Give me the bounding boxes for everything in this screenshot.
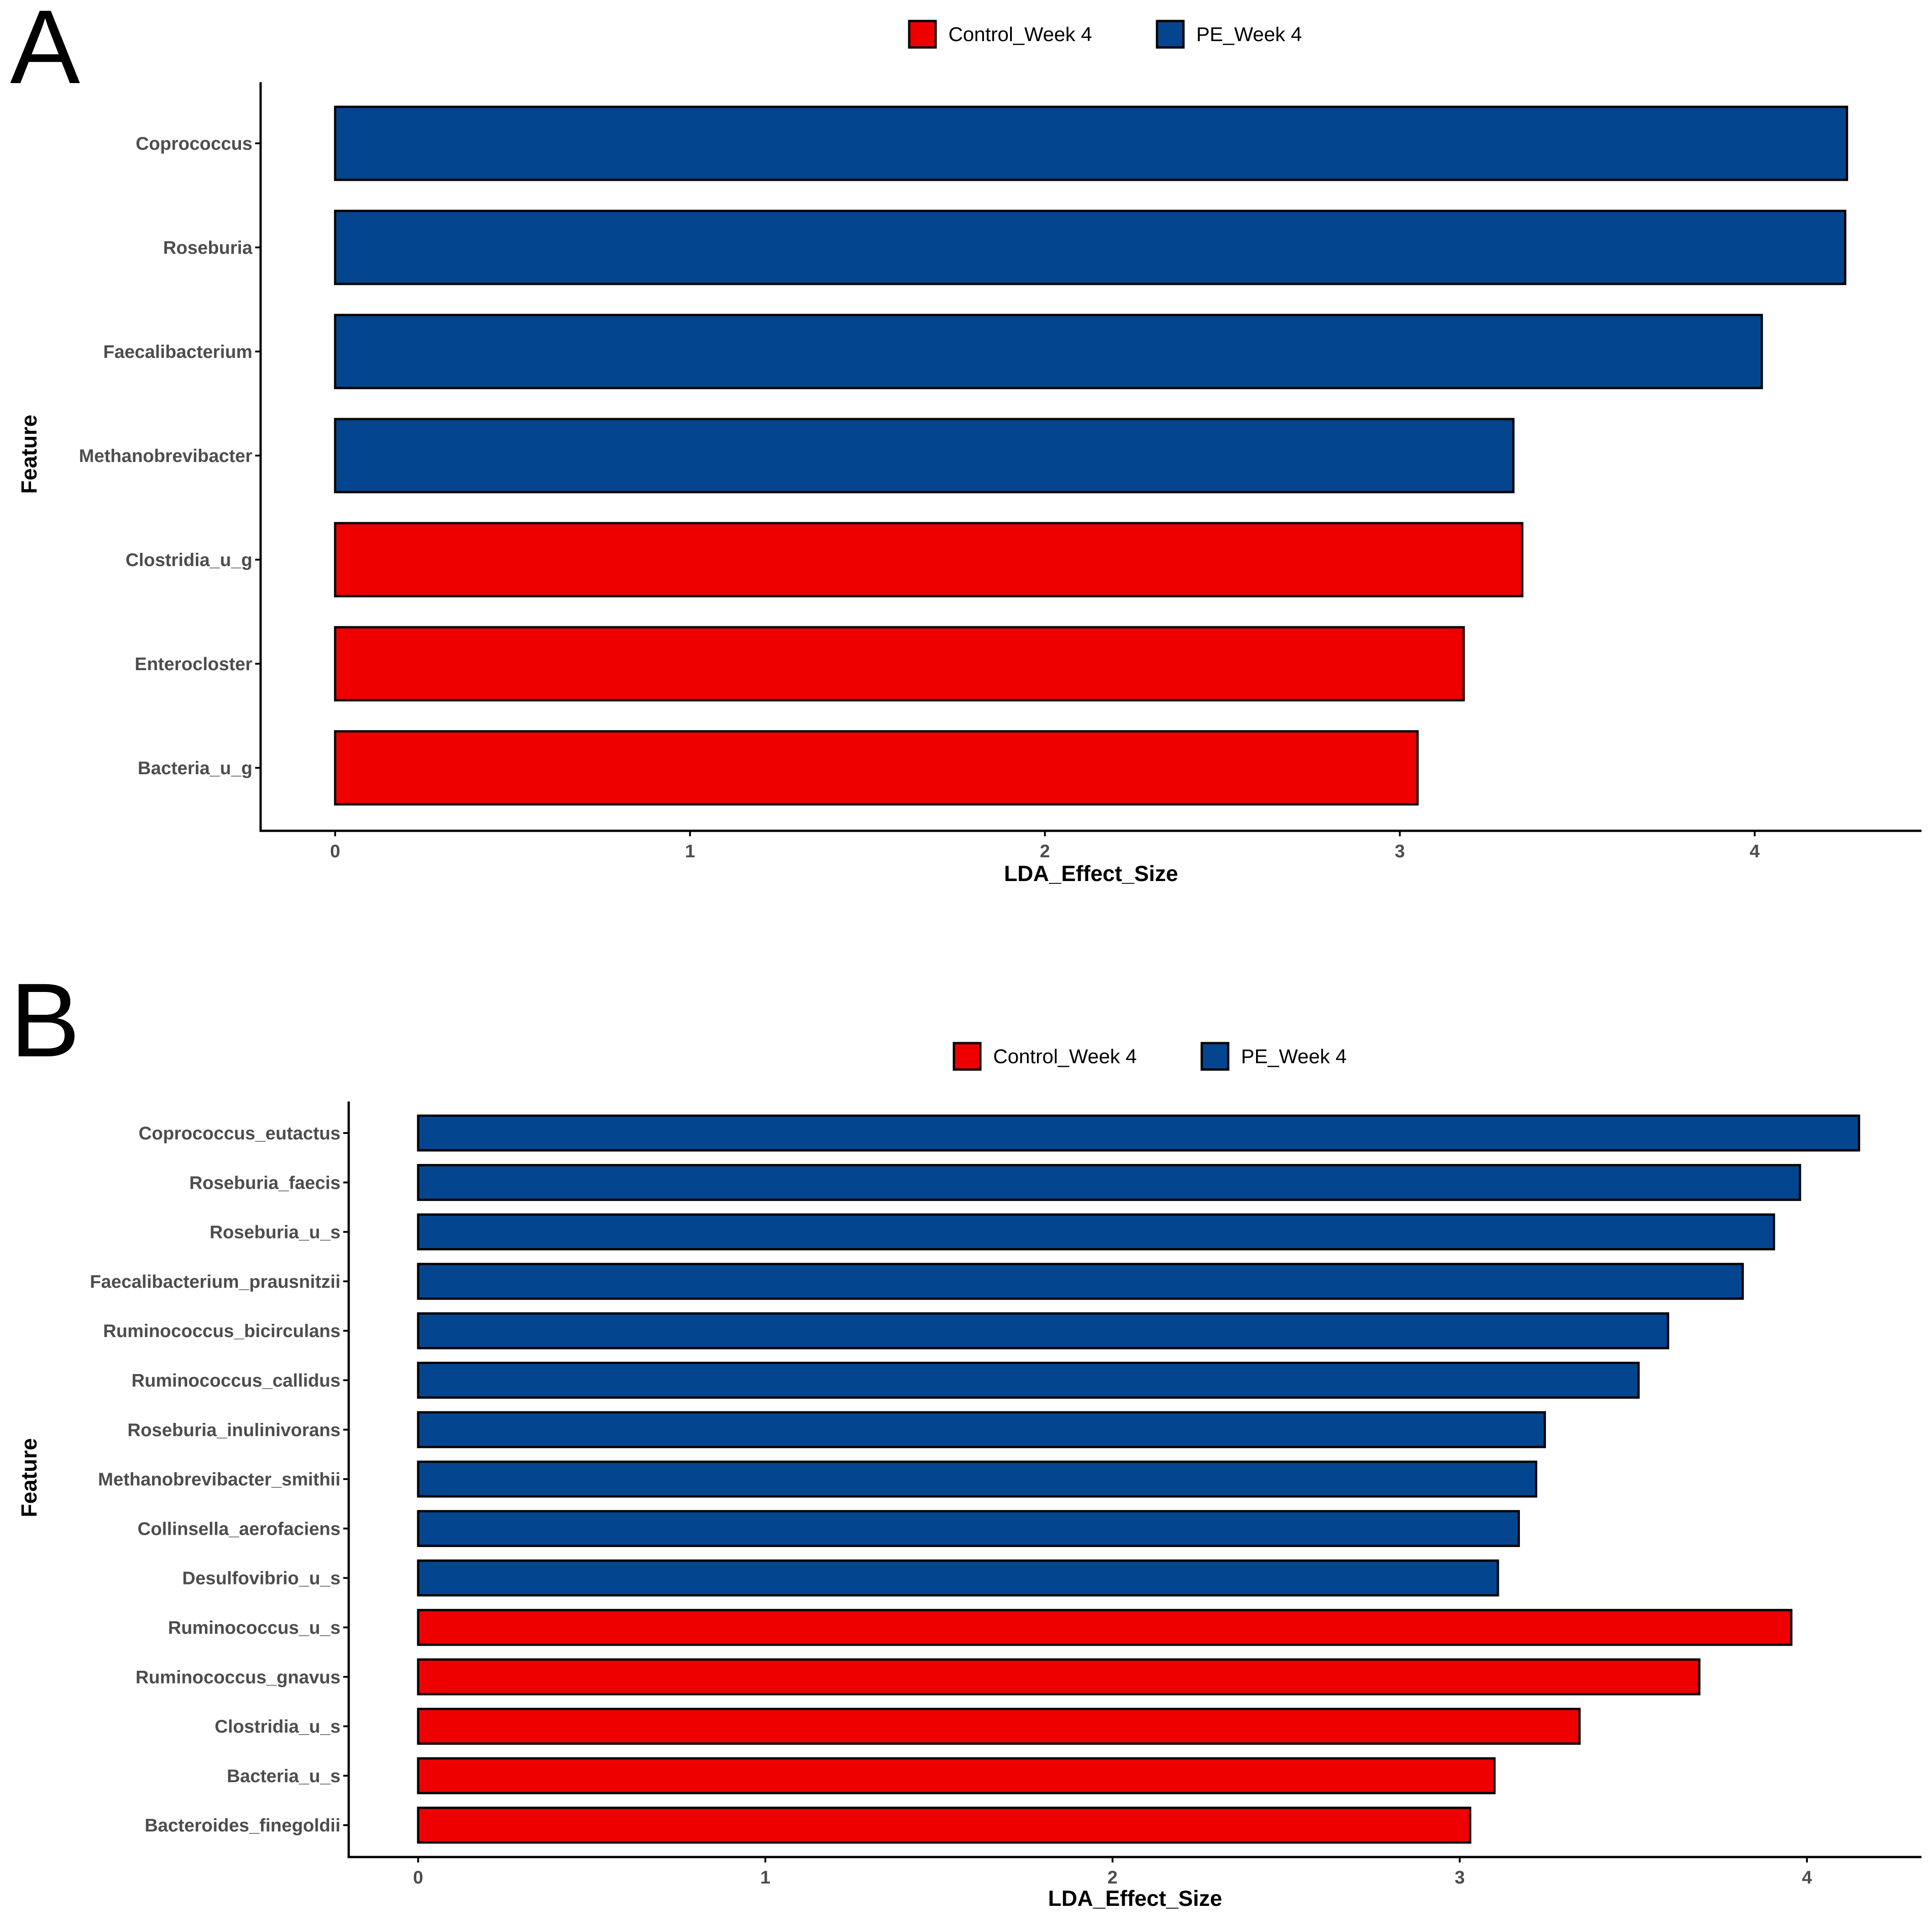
- panel-a-y-tick-label: Bacteria_u_g: [138, 758, 252, 778]
- panel-b-x-tick-label: 2: [1107, 1868, 1117, 1888]
- panel-a-y-tick-label: Clostridia_u_g: [126, 550, 252, 570]
- panel-b-y-tick-label: Bacteroides_finegoldii: [145, 1815, 340, 1836]
- panel-b-bar: [417, 1708, 1581, 1745]
- panel-b-bar: [417, 1362, 1640, 1399]
- panel-a-x-tick-label: 0: [330, 841, 340, 861]
- panel-a-x-tick-label: 3: [1395, 841, 1405, 861]
- panel-b-bar: [417, 1559, 1499, 1597]
- panel-a-bar: [334, 626, 1465, 702]
- panel-b-bar: [417, 1806, 1471, 1844]
- panel-a-x-tick-label: 4: [1749, 841, 1760, 861]
- panel-b-bar: [417, 1164, 1801, 1201]
- panel-a-y-axis-title: Feature: [17, 414, 42, 493]
- panel-a: A Coprococcus Roseburia Faecalibacterium Me…: [10, 0, 1922, 886]
- panel-b-bar: [417, 1609, 1793, 1646]
- panel-b-y-tick-label: Roseburia_inulinivorans: [127, 1420, 340, 1440]
- panel-b-y-tick-label: Roseburia_u_s: [209, 1222, 340, 1243]
- panel-b-bar: [417, 1757, 1496, 1794]
- panel-b-bar: [417, 1510, 1520, 1547]
- panel-b: B Coprococcus_eutactus Roseburia_faecis Ro…: [10, 961, 1922, 1911]
- panel-b-bar: [417, 1312, 1670, 1349]
- panel-a-bar: [334, 210, 1847, 285]
- panel-b-y-tick-label: Methanobrevibacter_smithii: [98, 1469, 340, 1490]
- panel-a-bar: [334, 105, 1848, 181]
- panel-a-bar: [334, 730, 1419, 806]
- panel-b-x-tick-label: 3: [1455, 1868, 1465, 1888]
- panel-b-legend-key: [1200, 1042, 1230, 1071]
- panel-b-y-tick-label: Bacteria_u_s: [227, 1766, 340, 1786]
- panel-b-y-tick-label: Faecalibacterium_prausnitzii: [90, 1272, 340, 1292]
- panel-b-y-tick-label: Ruminococcus_bicirculans: [103, 1321, 340, 1341]
- panel-b-legend-key: [953, 1042, 982, 1071]
- panel-a-legend-key: [908, 20, 937, 49]
- panel-b-bar: [417, 1460, 1538, 1498]
- panel-b-x-tick-label: 4: [1802, 1868, 1812, 1888]
- panel-b-x-tick-label: 0: [413, 1868, 423, 1888]
- panel-a-bar: [334, 418, 1515, 493]
- panel-b-x-tick-label: 1: [760, 1868, 770, 1888]
- panel-b-y-tick-label: Clostridia_u_s: [215, 1717, 340, 1737]
- panel-b-y-tick-label: Coprococcus_eutactus: [139, 1123, 340, 1144]
- panel-label-a: A: [10, 0, 80, 105]
- panel-a-legend-label: Control_Week 4: [948, 23, 1092, 46]
- panel-a-legend-key: [1156, 20, 1185, 49]
- panel-b-y-tick-label: Roseburia_faecis: [189, 1173, 340, 1193]
- panel-a-y-tick-label: Enterocloster: [135, 654, 252, 674]
- panel-a-x-tick-label: 1: [685, 841, 695, 861]
- panel-a-legend-label: PE_Week 4: [1196, 23, 1302, 46]
- panel-b-y-tick-label: Ruminococcus_callidus: [131, 1371, 340, 1391]
- panel-b-bar: [417, 1114, 1860, 1152]
- panel-b-legend-label: Control_Week 4: [993, 1045, 1137, 1068]
- panel-b-legend-label: PE_Week 4: [1241, 1045, 1347, 1068]
- panel-b-bar: [417, 1263, 1744, 1300]
- panel-b-bar: [417, 1658, 1701, 1695]
- panel-b-y-tick-label: Ruminococcus_u_s: [168, 1618, 340, 1638]
- panel-b-bar: [417, 1213, 1775, 1251]
- panel-a-y-tick-label: Methanobrevibacter: [79, 446, 252, 466]
- panel-a-x-axis-title: LDA_Effect_Size: [1004, 862, 1178, 886]
- panel-b-bar: [417, 1411, 1546, 1448]
- panel-b-y-tick-label: Desulfovibrio_u_s: [182, 1569, 340, 1589]
- panel-a-x-tick-label: 2: [1040, 841, 1050, 861]
- panel-a-y-tick-label: Coprococcus: [136, 134, 252, 154]
- panel-label-b: B: [10, 961, 80, 1079]
- panel-a-bar: [334, 314, 1763, 389]
- panel-b-x-axis-title: LDA_Effect_Size: [1048, 1887, 1222, 1911]
- panel-a-y-tick-label: Faecalibacterium: [103, 342, 252, 362]
- panel-b-y-tick-label: Collinsella_aerofaciens: [137, 1519, 340, 1539]
- panel-b-y-axis-title: Feature: [17, 1438, 42, 1517]
- panel-a-bar: [334, 522, 1524, 598]
- panel-a-y-tick-label: Roseburia: [163, 238, 252, 258]
- panel-b-y-tick-label: Ruminococcus_gnavus: [136, 1667, 340, 1687]
